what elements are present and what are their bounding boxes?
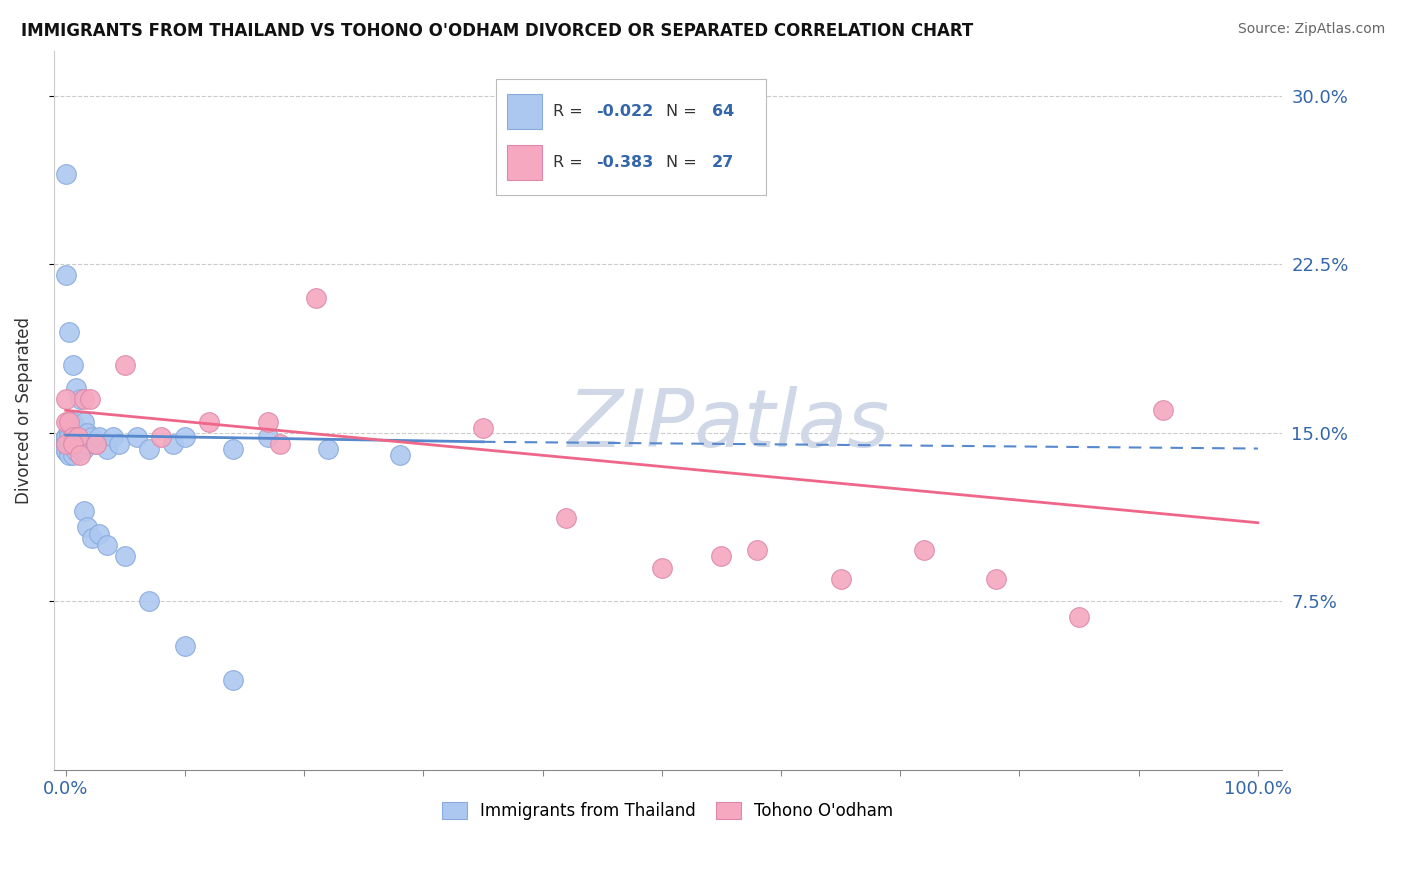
Point — [269, 437, 291, 451]
Point — [79, 392, 101, 406]
Point — [198, 415, 221, 429]
Point — [138, 594, 160, 608]
Point — [80, 430, 103, 444]
Point — [62, 430, 84, 444]
Point — [127, 430, 149, 444]
Point — [55, 443, 77, 458]
Text: Source: ZipAtlas.com: Source: ZipAtlas.com — [1237, 22, 1385, 37]
Point — [150, 430, 173, 444]
Point — [55, 167, 77, 181]
Point — [72, 504, 94, 518]
Point — [1152, 403, 1174, 417]
Point — [62, 425, 84, 440]
Point — [65, 381, 87, 395]
Point — [72, 392, 94, 406]
Point — [58, 443, 80, 458]
Point — [55, 437, 77, 451]
Point — [62, 359, 84, 373]
Point — [55, 437, 77, 451]
Point — [72, 430, 94, 444]
Point — [651, 560, 673, 574]
Point — [72, 442, 94, 456]
Point — [138, 442, 160, 456]
Point — [76, 520, 98, 534]
Text: ZIPatlas: ZIPatlas — [568, 385, 890, 464]
Point — [72, 415, 94, 429]
Point — [62, 437, 84, 451]
Point — [55, 268, 77, 283]
Point — [58, 430, 80, 444]
Point — [76, 425, 98, 440]
Point — [55, 392, 77, 406]
Point — [58, 448, 80, 462]
Point — [174, 430, 197, 444]
Point — [174, 640, 197, 654]
Point — [55, 430, 77, 444]
Point — [89, 430, 111, 444]
Point — [65, 437, 87, 451]
Point — [114, 359, 136, 373]
Point — [747, 542, 769, 557]
Point — [58, 437, 80, 451]
Point — [84, 437, 107, 451]
Point — [62, 430, 84, 444]
Point — [257, 415, 280, 429]
Point — [58, 425, 80, 440]
Point — [912, 542, 935, 557]
Point — [65, 443, 87, 458]
Point — [555, 511, 578, 525]
Point — [221, 442, 243, 456]
Point — [69, 392, 91, 406]
Point — [388, 448, 411, 462]
Point — [221, 673, 243, 687]
Point — [58, 325, 80, 339]
Point — [103, 430, 125, 444]
Point — [108, 437, 131, 451]
Point — [96, 442, 118, 456]
Point — [305, 291, 328, 305]
Point — [66, 430, 89, 444]
Point — [69, 425, 91, 440]
Point — [830, 572, 852, 586]
Point — [62, 415, 84, 429]
Point — [96, 538, 118, 552]
Point — [55, 437, 77, 451]
Point — [80, 532, 103, 546]
Point — [55, 415, 77, 429]
Point — [55, 430, 77, 444]
Point — [55, 430, 77, 444]
Text: IMMIGRANTS FROM THAILAND VS TOHONO O'ODHAM DIVORCED OR SEPARATED CORRELATION CHA: IMMIGRANTS FROM THAILAND VS TOHONO O'ODH… — [21, 22, 973, 40]
Point — [65, 430, 87, 444]
Point — [162, 437, 184, 451]
Point — [984, 572, 1007, 586]
Point — [84, 437, 107, 451]
Point — [316, 442, 339, 456]
Legend: Immigrants from Thailand, Tohono O'odham: Immigrants from Thailand, Tohono O'odham — [436, 795, 900, 826]
Point — [114, 549, 136, 564]
Point — [1067, 610, 1090, 624]
Point — [76, 437, 98, 451]
Point — [710, 549, 733, 564]
Point — [69, 442, 91, 456]
Y-axis label: Divorced or Separated: Divorced or Separated — [15, 317, 32, 504]
Point — [65, 421, 87, 435]
Point — [257, 430, 280, 444]
Point — [89, 527, 111, 541]
Point — [62, 448, 84, 462]
Point — [55, 437, 77, 451]
Point — [58, 415, 80, 429]
Point — [55, 443, 77, 458]
Point — [62, 437, 84, 451]
Point — [69, 448, 91, 462]
Point — [55, 430, 77, 444]
Point — [69, 433, 91, 447]
Point — [55, 430, 77, 444]
Point — [472, 421, 495, 435]
